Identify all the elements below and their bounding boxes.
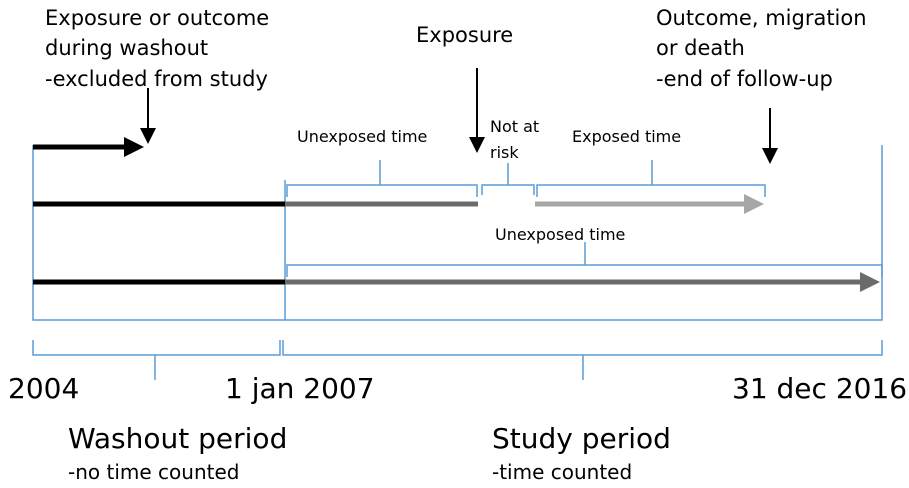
segment-label: risk	[490, 143, 519, 162]
frame	[32, 145, 883, 321]
brace	[32, 340, 281, 380]
period-note: -no time counted	[68, 460, 239, 484]
period-title: Washout period	[68, 422, 287, 455]
annotation: Exposure or outcome	[45, 6, 269, 30]
annotation: during washout	[45, 36, 208, 60]
date-label: 1 jan 2007	[225, 372, 375, 405]
period-note: -time counted	[492, 460, 632, 484]
brace	[481, 163, 535, 195]
segment-label: Exposed time	[572, 127, 681, 146]
segment-label: Unexposed time	[495, 225, 625, 244]
period-title: Study period	[492, 422, 671, 455]
annotation: Exposure	[416, 23, 513, 47]
date-label: 31 dec 2016	[732, 372, 907, 405]
annotation: Outcome, migration	[656, 6, 867, 30]
segment-label: Unexposed time	[297, 127, 427, 146]
brace	[286, 160, 478, 197]
annotation: -end of follow-up	[656, 67, 833, 91]
annotation: or death	[656, 36, 745, 60]
date-label: 2004	[8, 372, 79, 405]
brace	[282, 340, 883, 380]
brace	[536, 160, 766, 197]
annotation: -excluded from study	[45, 67, 268, 91]
brace	[286, 242, 883, 277]
segment-label: Not at	[490, 117, 539, 136]
